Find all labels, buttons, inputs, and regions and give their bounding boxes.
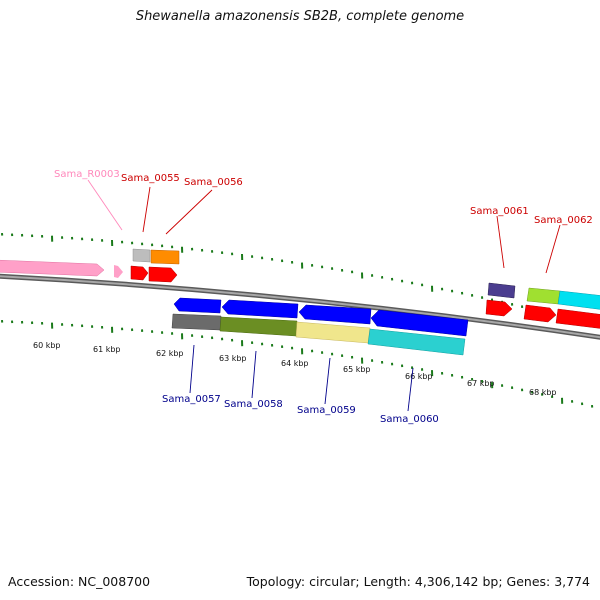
map-title: Shewanella amazonensis SB2B, complete ge… (135, 9, 465, 24)
forward-track (0, 248, 600, 329)
scale-label: 64 kbp (281, 359, 309, 368)
gene-feature-sama-0058[interactable] (219, 316, 298, 337)
scale-label: 61 kbp (93, 345, 121, 354)
gene-label-sama-0056[interactable]: Sama_0056 (184, 177, 243, 188)
gene-label-sama-0057[interactable]: Sama_0057 (162, 394, 221, 405)
gene-feature-lime[interactable] (526, 287, 561, 305)
gene-feature-red-right[interactable] (555, 308, 600, 329)
gene-feature-sama-0060[interactable] (367, 328, 466, 356)
scale-labels: 60 kbp 61 kbp 62 kbp 63 kbp 64 kbp 65 kb… (33, 341, 557, 397)
gene-feature-sama-0055[interactable] (130, 265, 149, 281)
gene-feature-sama-0061[interactable] (485, 299, 513, 317)
gene-label-sama-0060[interactable]: Sama_0060 (380, 414, 439, 425)
gene-label-sama-r0003[interactable]: Sama_R0003 (54, 169, 120, 180)
scale-label: 67 kbp (467, 379, 495, 388)
scale-label: 65 kbp (343, 365, 371, 374)
gene-feature-sama-0057[interactable] (171, 313, 222, 331)
gene-label-sama-0055[interactable]: Sama_0055 (121, 173, 180, 184)
gene-feature-cyan-right[interactable] (557, 290, 600, 310)
reverse-track (171, 297, 469, 356)
gene-feature-blue-4[interactable] (370, 309, 469, 337)
gene-label-sama-0058[interactable]: Sama_0058 (224, 399, 283, 410)
gene-feature-orange[interactable] (150, 249, 180, 265)
gene-feature-sama-0062[interactable] (523, 304, 557, 323)
gene-feature-blue-1[interactable] (173, 297, 222, 314)
inner-tick-ring (1, 320, 594, 408)
scale-label: 68 kbp (529, 388, 557, 397)
gene-labels: Sama_R0003 Sama_0055 Sama_0056 Sama_0061… (54, 169, 593, 425)
gene-label-sama-0062[interactable]: Sama_0062 (534, 215, 593, 226)
gene-feature-rna-small[interactable] (114, 265, 123, 278)
gene-feature-sama-0059[interactable] (295, 321, 371, 344)
gene-label-sama-0061[interactable]: Sama_0061 (470, 206, 529, 217)
genome-summary-text: Topology: circular; Length: 4,306,142 bp… (246, 574, 590, 589)
gene-label-sama-0059[interactable]: Sama_0059 (297, 405, 356, 416)
scale-label: 62 kbp (156, 349, 184, 358)
gene-feature-sama-0056[interactable] (148, 266, 178, 283)
scale-label: 66 kbp (405, 372, 433, 381)
gene-feature-blue-2[interactable] (221, 299, 299, 319)
scale-label: 60 kbp (33, 341, 61, 350)
accession-text: Accession: NC_008700 (8, 574, 151, 589)
gene-feature-grey[interactable] (132, 248, 151, 263)
gene-feature-blue-3[interactable] (298, 304, 372, 325)
gene-feature-rna[interactable] (0, 259, 105, 277)
gene-feature-purple[interactable] (487, 282, 516, 299)
leader-lines (87, 179, 561, 412)
scale-label: 63 kbp (219, 354, 247, 363)
